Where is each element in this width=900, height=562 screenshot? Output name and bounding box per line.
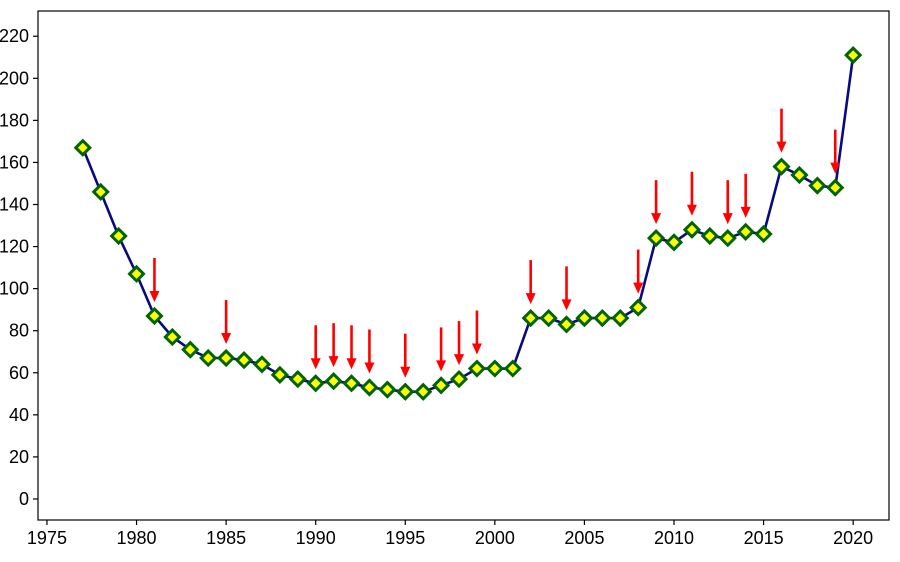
annotation-arrow-head bbox=[722, 213, 733, 225]
annotation-arrow-head bbox=[400, 366, 411, 378]
series-line bbox=[81, 55, 855, 394]
data-point-marker bbox=[593, 308, 612, 328]
annotation-arrow-head bbox=[471, 343, 482, 355]
data-point-marker bbox=[163, 327, 182, 347]
x-tick-label: 2015 bbox=[744, 528, 784, 548]
y-tick-label: 200 bbox=[0, 68, 29, 88]
data-point-marker bbox=[485, 359, 504, 378]
series-line-layer bbox=[81, 55, 855, 394]
data-point-marker bbox=[808, 176, 827, 195]
x-tick-label: 1980 bbox=[117, 528, 157, 548]
data-point-marker bbox=[700, 226, 719, 246]
annotation-arrow-head bbox=[221, 333, 232, 345]
data-point-marker bbox=[342, 374, 361, 393]
data-point-marker bbox=[252, 355, 272, 374]
annotation-arrow-head bbox=[651, 213, 662, 225]
y-tick-label: 180 bbox=[0, 110, 29, 130]
y-tick-label: 0 bbox=[19, 489, 29, 509]
annotation-arrow-head bbox=[561, 299, 572, 311]
data-point-marker bbox=[288, 369, 307, 389]
x-tick-label: 1985 bbox=[206, 528, 246, 548]
data-point-marker bbox=[360, 378, 379, 397]
annotation-arrow-head bbox=[346, 358, 357, 370]
x-tick-label: 2010 bbox=[654, 528, 694, 548]
y-tick-label: 40 bbox=[9, 405, 29, 425]
data-point-marker bbox=[145, 306, 164, 326]
y-tick-label: 100 bbox=[0, 279, 29, 299]
series-marker-layer bbox=[73, 46, 863, 401]
data-point-marker bbox=[736, 222, 755, 241]
data-point-marker bbox=[91, 182, 110, 202]
x-tick-label: 1975 bbox=[27, 528, 67, 548]
x-tick-label: 2005 bbox=[564, 528, 604, 548]
y-tick-label: 220 bbox=[0, 26, 29, 46]
data-point-marker bbox=[449, 369, 469, 389]
data-point-marker bbox=[844, 46, 863, 65]
annotation-arrow-head bbox=[525, 293, 536, 305]
data-point-marker bbox=[718, 229, 737, 248]
data-point-marker bbox=[414, 382, 433, 401]
y-tick-label: 120 bbox=[0, 237, 29, 257]
data-point-marker bbox=[772, 157, 791, 176]
data-point-marker bbox=[790, 165, 809, 185]
data-point-marker bbox=[611, 308, 630, 328]
data-point-marker bbox=[109, 226, 128, 246]
annotation-arrow-head bbox=[830, 162, 841, 174]
annotation-arrow-head bbox=[149, 290, 160, 302]
data-point-marker bbox=[503, 359, 522, 378]
annotation-arrow-head bbox=[436, 360, 447, 372]
data-point-marker bbox=[270, 365, 289, 384]
annotation-arrow-head bbox=[776, 141, 787, 153]
data-point-marker bbox=[234, 351, 254, 370]
x-tick-label: 2020 bbox=[833, 528, 873, 548]
data-point-marker bbox=[539, 308, 558, 328]
annotation-arrow-head bbox=[454, 354, 465, 366]
y-tick-label: 160 bbox=[0, 152, 29, 172]
x-tick-label: 1995 bbox=[385, 528, 425, 548]
y-tick-label: 140 bbox=[0, 195, 29, 215]
data-point-marker bbox=[378, 380, 397, 399]
data-point-marker bbox=[646, 229, 666, 248]
data-point-marker bbox=[629, 298, 648, 317]
data-point-marker bbox=[396, 382, 415, 401]
data-point-marker bbox=[324, 372, 343, 391]
data-point-marker bbox=[826, 178, 845, 197]
data-point-marker bbox=[575, 308, 594, 328]
data-point-marker bbox=[467, 359, 487, 378]
y-tick-label: 20 bbox=[9, 447, 29, 467]
annotation-arrow-head bbox=[633, 282, 644, 294]
data-point-marker bbox=[431, 376, 451, 395]
data-point-marker bbox=[127, 264, 146, 284]
data-point-marker bbox=[181, 340, 200, 359]
axis-ticks: 1975 1980 1985 1990 1995 2000 2005 2010 2015 2020… bbox=[0, 26, 873, 548]
annotation-arrow-layer bbox=[149, 108, 841, 378]
x-tick-label: 2000 bbox=[475, 528, 515, 548]
data-point-marker bbox=[682, 220, 702, 239]
data-point-marker bbox=[754, 224, 773, 244]
annotation-arrow-head bbox=[740, 206, 751, 218]
x-tick-label: 1990 bbox=[296, 528, 336, 548]
data-point-marker bbox=[306, 374, 325, 393]
data-point-marker bbox=[216, 348, 236, 368]
annotation-arrow-head bbox=[364, 362, 375, 374]
annotation-arrow-head bbox=[686, 204, 697, 216]
data-point-marker bbox=[199, 348, 218, 368]
data-point-marker bbox=[73, 138, 92, 157]
data-point-marker bbox=[664, 233, 684, 252]
y-tick-label: 80 bbox=[9, 321, 29, 341]
plot-frame bbox=[37, 10, 890, 521]
y-tick-label: 60 bbox=[9, 363, 29, 383]
annotation-arrow-head bbox=[310, 358, 321, 370]
data-point-marker bbox=[521, 308, 540, 328]
data-point-marker bbox=[557, 315, 576, 334]
annotation-arrow-head bbox=[328, 356, 339, 368]
